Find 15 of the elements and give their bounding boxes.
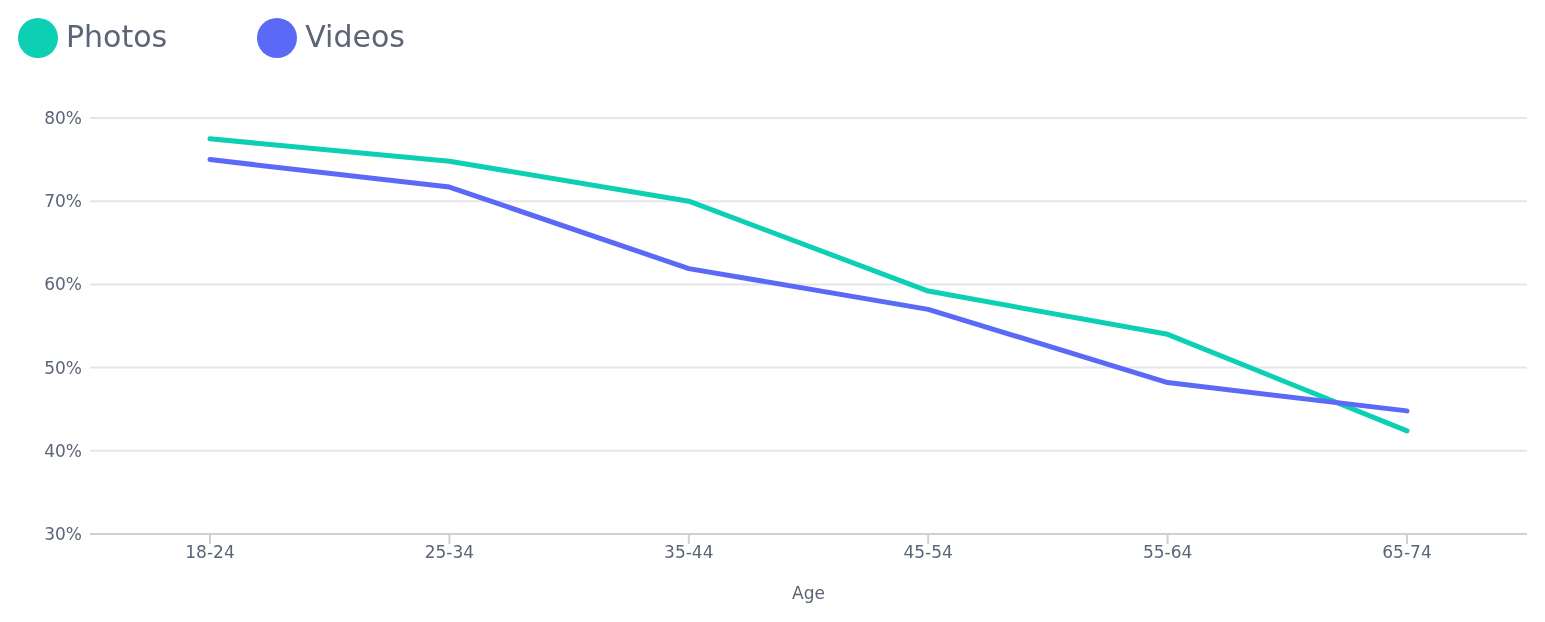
legend-label: Photos xyxy=(66,18,168,54)
y-tick-label: 30% xyxy=(44,524,82,545)
legend-label: Videos xyxy=(305,18,405,54)
x-axis-title: Age xyxy=(792,583,825,603)
x-tick-label: 45-54 xyxy=(903,542,953,563)
y-tick-label: 60% xyxy=(44,274,82,295)
y-tick-label: 40% xyxy=(44,440,82,461)
x-tick-label: 55-64 xyxy=(1142,542,1193,563)
x-tick-label: 25-34 xyxy=(424,542,475,563)
x-tick-label: 65-74 xyxy=(1382,542,1432,563)
y-tick-label: 50% xyxy=(44,357,82,378)
x-tick-label: 35-44 xyxy=(664,542,714,563)
x-tick-label: 18-24 xyxy=(185,542,235,563)
y-tick-label: 70% xyxy=(44,191,82,212)
y-tick-label: 80% xyxy=(44,108,82,129)
